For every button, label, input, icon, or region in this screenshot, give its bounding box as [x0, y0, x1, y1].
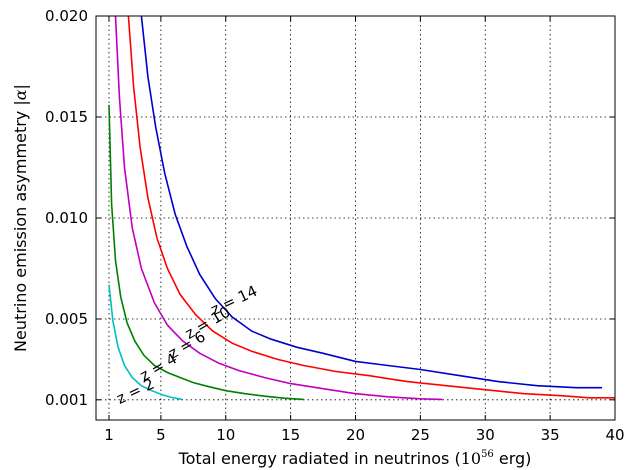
curve-labels: z = 2z = 4z = 6z = 10z = 14 [114, 282, 260, 408]
y-axis-label: Neutrino emission asymmetry |α| [11, 84, 30, 352]
curve-label-4: z = 14 [208, 282, 260, 319]
y-tick-label: 0.020 [45, 7, 88, 25]
series-line-1 [108, 104, 304, 401]
ticks [96, 15, 616, 420]
x-tick-label: 15 [281, 426, 300, 444]
series-line-4 [140, 15, 602, 389]
x-tick-label: 30 [476, 426, 495, 444]
y-tick-label: 0.005 [45, 310, 88, 328]
x-tick-label: 40 [605, 426, 624, 444]
x-tick-label: 1 [104, 426, 114, 444]
y-tick-label: 0.015 [45, 108, 88, 126]
series-line-3 [127, 15, 615, 399]
x-tick-label: 35 [541, 426, 560, 444]
series-group [108, 15, 615, 401]
x-tick-labels: 1 5 10 15 20 25 30 35 40 [104, 426, 624, 444]
x-tick-label: 20 [346, 426, 365, 444]
x-tick-label: 10 [216, 426, 235, 444]
x-tick-label: 5 [156, 426, 166, 444]
series-line-0 [108, 284, 182, 400]
y-tick-label: 0.001 [45, 391, 88, 409]
series-line-2 [114, 15, 443, 401]
x-axis-label: Total energy radiated in neutrinos (1056… [178, 449, 532, 468]
y-tick-label: 0.010 [45, 209, 88, 227]
y-tick-labels: 0.001 0.005 0.010 0.015 0.020 [45, 7, 88, 409]
x-tick-label: 25 [411, 426, 430, 444]
